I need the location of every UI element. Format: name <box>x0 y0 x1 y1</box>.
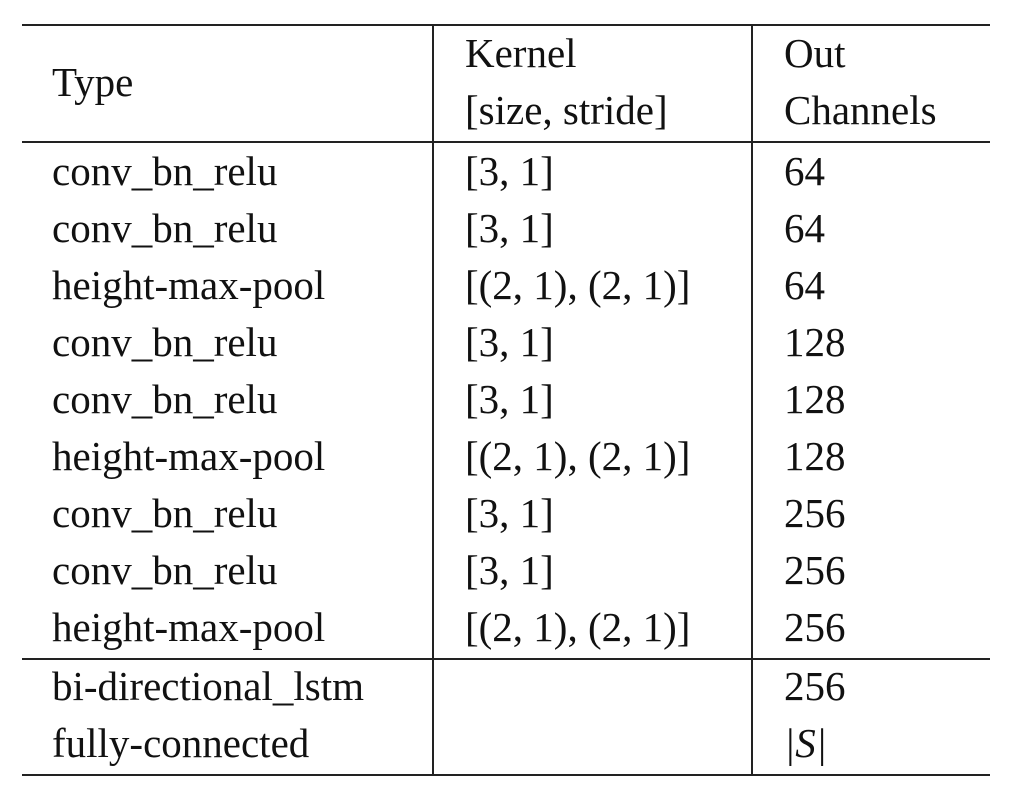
row-9-type: height-max-pool <box>52 604 326 650</box>
row-4-out: 128 <box>784 319 846 365</box>
row-10-type: bi-directional_lstm <box>52 663 364 709</box>
row-3-type: height-max-pool <box>52 262 326 308</box>
row-8-type: conv_bn_relu <box>52 547 278 593</box>
bottom-rule <box>22 774 990 776</box>
row-1-type: conv_bn_relu <box>52 148 278 194</box>
architecture-table: Type Kernel [size, stride] Out Channels … <box>22 24 990 776</box>
row-2-out: 64 <box>784 205 825 251</box>
row-5-type: conv_bn_relu <box>52 376 278 422</box>
header-kernel-line1: Kernel <box>465 30 577 76</box>
top-rule <box>22 24 990 26</box>
row-2-kernel: [3, 1] <box>465 205 554 251</box>
row-10-out: 256 <box>784 663 846 709</box>
row-9-out: 256 <box>784 604 846 650</box>
row-7-type: conv_bn_relu <box>52 490 278 536</box>
column-divider-2 <box>751 24 753 776</box>
header-type: Type <box>52 59 134 105</box>
row-6-type: height-max-pool <box>52 433 326 479</box>
row-5-kernel: [3, 1] <box>465 376 554 422</box>
header-kernel-line2: [size, stride] <box>465 87 668 133</box>
header-out-line1: Out <box>784 30 846 76</box>
row-11-type: fully-connected <box>52 720 310 766</box>
row-6-out: 128 <box>784 433 846 479</box>
row-3-kernel: [(2, 1), (2, 1)] <box>465 262 691 308</box>
header-rule <box>22 141 990 143</box>
row-4-kernel: [3, 1] <box>465 319 554 365</box>
row-1-kernel: [3, 1] <box>465 148 554 194</box>
column-divider-1 <box>432 24 434 776</box>
row-8-out: 256 <box>784 547 846 593</box>
row-2-type: conv_bn_relu <box>52 205 278 251</box>
row-1-out: 64 <box>784 148 825 194</box>
row-4-type: conv_bn_relu <box>52 319 278 365</box>
section-rule <box>22 658 990 660</box>
row-9-kernel: [(2, 1), (2, 1)] <box>465 604 691 650</box>
row-11-out: |S| <box>784 720 828 766</box>
row-8-kernel: [3, 1] <box>465 547 554 593</box>
row-6-kernel: [(2, 1), (2, 1)] <box>465 433 691 479</box>
header-out-line2: Channels <box>784 87 937 133</box>
row-5-out: 128 <box>784 376 846 422</box>
row-7-kernel: [3, 1] <box>465 490 554 536</box>
row-3-out: 64 <box>784 262 825 308</box>
row-7-out: 256 <box>784 490 846 536</box>
